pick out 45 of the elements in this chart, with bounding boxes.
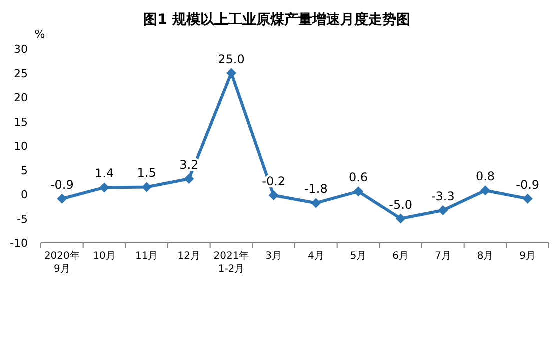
y-tick-label: -5 <box>17 212 28 226</box>
x-tick-label: 9月 <box>520 251 536 262</box>
x-tick-label: 10月 <box>93 251 116 262</box>
point <box>57 194 68 204</box>
x-tick-label: 12月 <box>178 251 201 262</box>
x-tick-label: 7月 <box>434 251 452 262</box>
x-tick-label: 8月 <box>477 251 494 262</box>
y-tick-label: 0 <box>21 188 28 202</box>
x-tick-label: 3月 <box>266 251 282 262</box>
y-tick-label: 25 <box>14 67 28 80</box>
data-label: 1.5 <box>137 166 156 180</box>
y-tick-label: 5 <box>21 164 28 178</box>
x-tick-label: 2021年 1-2月 <box>214 250 250 275</box>
data-label: 0.8 <box>476 170 496 184</box>
point <box>354 186 364 197</box>
point <box>480 186 490 196</box>
x-tick-label: 11月 <box>135 251 158 262</box>
y-tick-label: 30 <box>14 43 28 56</box>
point <box>226 68 236 78</box>
x-tick-label: 6月 <box>392 251 410 262</box>
x-tick-label: 5月 <box>350 251 367 262</box>
y-axis-title: % <box>34 28 46 41</box>
point <box>184 174 194 184</box>
data-label: 25.0 <box>218 52 245 66</box>
point <box>522 194 533 204</box>
y-tick-label: 20 <box>14 92 28 104</box>
data-label: -1.8 <box>304 182 328 196</box>
data-label: -0.9 <box>50 178 74 192</box>
y-tick-label: -10 <box>10 237 28 250</box>
data-label: -3.3 <box>431 190 455 204</box>
data-label: -0.9 <box>516 178 540 192</box>
point <box>396 214 406 224</box>
x-tick-label: 4月 <box>308 251 324 262</box>
point <box>142 182 152 192</box>
point <box>311 198 322 208</box>
data-label: -5.0 <box>389 198 413 212</box>
x-tick-label: 2020年 9月 <box>44 250 80 275</box>
point <box>268 190 279 200</box>
point <box>100 182 110 193</box>
chart-title: 图1 规模以上工业原煤产量增速月度走势图 <box>144 11 410 28</box>
data-label: 0.6 <box>348 170 368 185</box>
y-tick-label: 10 <box>14 140 28 153</box>
point <box>438 206 448 216</box>
data-label: 1.4 <box>94 166 114 181</box>
y-tick-label: 15 <box>14 116 28 129</box>
